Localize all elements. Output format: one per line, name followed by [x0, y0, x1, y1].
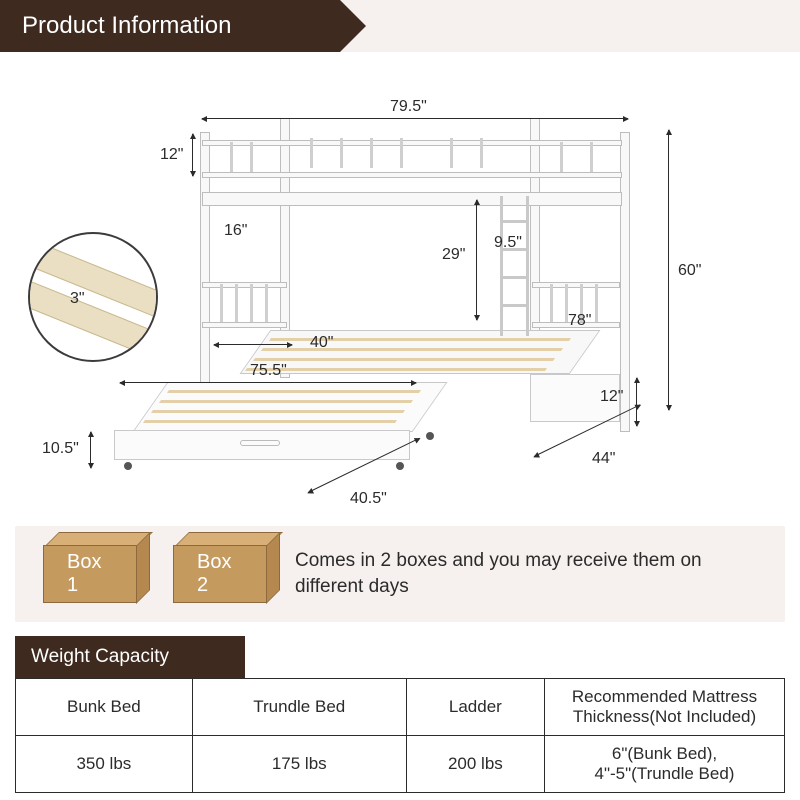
dim-ladder-height: 29" [442, 246, 465, 264]
dimension-diagram: 3" [0, 52, 800, 522]
dim-lower-clearance: 12" [600, 388, 623, 406]
box-label: Box 2 [197, 551, 243, 597]
col-header: Trundle Bed [192, 679, 406, 736]
dim-trundle-height: 10.5" [42, 440, 79, 458]
dim-overall-depth: 44" [592, 450, 615, 468]
dim-trundle-width: 40.5" [350, 490, 387, 508]
box-icon: Box 1 [35, 538, 145, 610]
header-dark-segment: Product Information [0, 0, 340, 52]
dim-line [476, 200, 477, 320]
cell: 350 lbs [16, 736, 193, 793]
cell: 200 lbs [406, 736, 544, 793]
header-light-segment [340, 0, 800, 52]
dim-top-guard: 12" [160, 146, 183, 164]
shipping-note: Comes in 2 boxes and you may receive the… [295, 548, 765, 599]
col-header: Recommended Mattress Thickness(Not Inclu… [545, 679, 785, 736]
slat-detail-inset [28, 232, 158, 362]
dim-inner-width: 40" [310, 334, 333, 352]
col-header: Ladder [406, 679, 544, 736]
dim-top-clearance: 16" [224, 222, 247, 240]
page-title: Product Information [22, 12, 231, 40]
trundle-drawing [110, 382, 450, 482]
box-label: Box 1 [67, 551, 113, 597]
shipping-info-panel: Box 1 Box 2 Comes in 2 boxes and you may… [15, 526, 785, 622]
dim-line [90, 432, 91, 468]
dim-overall-length: 79.5" [390, 98, 427, 116]
table-row: Bunk Bed Trundle Bed Ladder Recommended … [16, 679, 785, 736]
weight-capacity-table: Bunk Bed Trundle Bed Ladder Recommended … [15, 678, 785, 793]
dim-line [202, 118, 628, 119]
box-icon: Box 2 [165, 538, 275, 610]
dim-slat-spacing: 3" [70, 290, 85, 308]
dim-line [668, 130, 669, 410]
page-header: Product Information [0, 0, 800, 52]
dim-line [636, 378, 637, 426]
dim-trundle-length: 75.5" [250, 362, 287, 380]
dim-line [214, 344, 292, 345]
dim-overall-height: 60" [678, 262, 701, 280]
cell: 175 lbs [192, 736, 406, 793]
table-row: 350 lbs 175 lbs 200 lbs 6"(Bunk Bed), 4"… [16, 736, 785, 793]
dim-rung-spacing: 9.5" [494, 234, 522, 252]
dim-line [192, 134, 193, 176]
dim-line [120, 382, 416, 383]
cell: 6"(Bunk Bed), 4"-5"(Trundle Bed) [545, 736, 785, 793]
col-header: Bunk Bed [16, 679, 193, 736]
dim-inner-length: 78" [568, 312, 591, 330]
weight-capacity-title: Weight Capacity [15, 636, 245, 678]
